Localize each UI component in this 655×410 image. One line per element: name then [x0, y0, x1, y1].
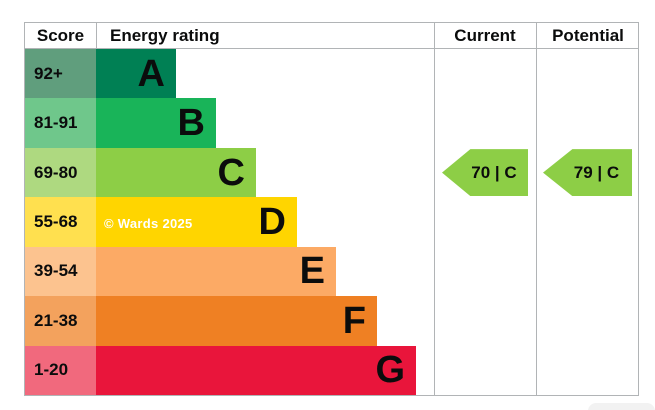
rating-bar: A [96, 49, 176, 99]
divider-potential-column [536, 23, 537, 395]
band-row-b: 81-91 B [25, 98, 638, 148]
rating-bar: F [96, 296, 377, 346]
header-energy-rating: Energy rating [110, 26, 220, 45]
score-cell: 21-38 [25, 296, 96, 346]
rating-bar: E [96, 246, 336, 297]
band-rows: 92+ A 81-91 B 69-80 C 55-68 D 39-54 E 21… [25, 49, 638, 395]
header-score: Score [36, 26, 85, 45]
rating-bar: C [96, 147, 256, 198]
band-row-e: 39-54 E [25, 246, 638, 297]
score-cell: 39-54 [25, 246, 96, 297]
score-cell: 1-20 [25, 345, 96, 395]
band-row-g: 1-20 G [25, 345, 638, 395]
current-rating-label: 70 | C [471, 162, 517, 182]
band-row-c: 69-80 C [25, 147, 638, 198]
band-row-a: 92+ A [25, 49, 638, 99]
score-cell: 92+ [25, 49, 96, 99]
band-row-d: 55-68 D [25, 197, 638, 247]
score-cell: 55-68 [25, 197, 96, 247]
epc-table: Score Energy rating Current Potential 92… [24, 22, 639, 396]
rating-bar: G [96, 345, 416, 395]
copyright-watermark: © Wards 2025 [104, 216, 193, 231]
header-current: Current [454, 26, 516, 45]
divider-score-column [96, 23, 97, 49]
bottom-right-artifact [588, 403, 655, 410]
table-header-row: Score Energy rating Current Potential [25, 23, 638, 49]
potential-rating-label: 79 | C [573, 162, 620, 182]
score-cell: 69-80 [25, 147, 96, 198]
divider-current-column [434, 23, 435, 395]
header-potential: Potential [552, 26, 624, 45]
rating-bar: B [96, 98, 216, 148]
score-cell: 81-91 [25, 98, 96, 148]
rating-bar: D [96, 197, 297, 247]
band-row-f: 21-38 F [25, 296, 638, 346]
